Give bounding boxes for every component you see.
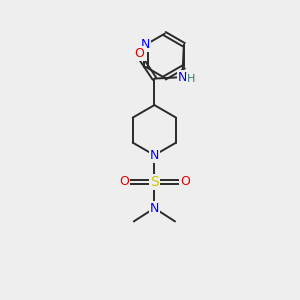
Text: N: N <box>150 202 159 215</box>
Text: N: N <box>141 38 150 51</box>
Text: O: O <box>180 175 190 188</box>
Text: O: O <box>135 47 145 60</box>
Text: N: N <box>150 149 159 162</box>
Text: N: N <box>178 70 187 84</box>
Text: H: H <box>186 74 195 84</box>
Text: S: S <box>150 175 159 189</box>
Text: O: O <box>119 175 129 188</box>
